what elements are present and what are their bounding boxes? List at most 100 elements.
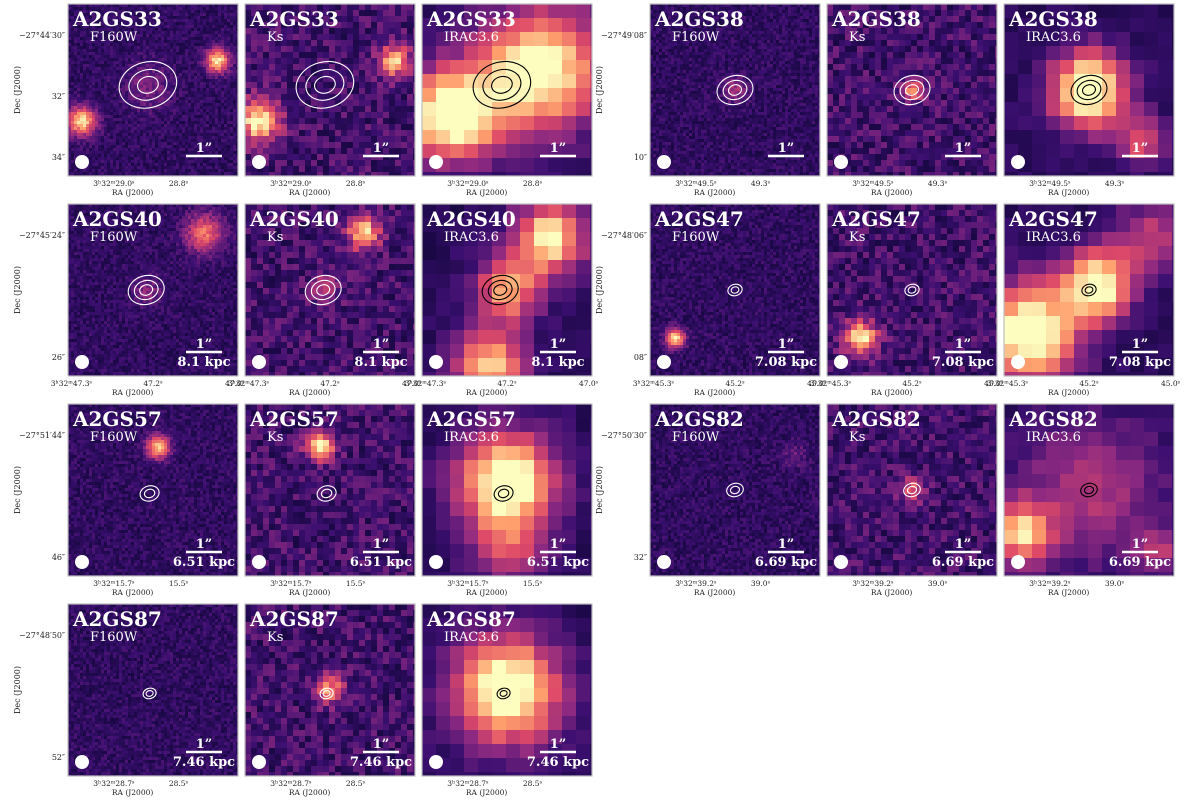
beam-marker xyxy=(75,355,89,369)
ra-tick-label: 47.0ˢ xyxy=(579,379,599,388)
band-label: F160W xyxy=(672,230,720,245)
dec-tick-label: 32″ xyxy=(634,553,647,562)
panel-frame xyxy=(1003,3,1175,177)
cutout-image xyxy=(1004,404,1174,576)
beam-marker xyxy=(657,355,671,369)
contour-line xyxy=(139,284,154,296)
contour-line xyxy=(320,488,333,499)
ra-axis-label: RA (J2000) xyxy=(1048,588,1089,597)
scale-bar-label: 1” xyxy=(373,141,390,156)
panel-frame xyxy=(421,203,593,377)
beam-marker xyxy=(252,355,266,369)
scale-bar-label: 1” xyxy=(373,337,390,352)
ra-tick-label: 45.2ˢ xyxy=(725,379,745,388)
cutout-image xyxy=(245,604,415,776)
scale-bar-label: 1” xyxy=(550,337,567,352)
contour-line xyxy=(487,279,513,301)
beam-marker xyxy=(75,155,89,169)
cutout-image xyxy=(422,204,592,376)
dec-tick-label: 26″ xyxy=(52,353,65,362)
dec-axis-label: Dec (J2000) xyxy=(13,666,22,714)
contour-line xyxy=(722,79,748,101)
scale-bar-label: 1” xyxy=(373,737,390,752)
ra-axis-label: RA (J2000) xyxy=(289,188,330,197)
band-label: IRAC3.6 xyxy=(444,430,499,445)
band-label: F160W xyxy=(90,430,138,445)
contour-line xyxy=(907,286,917,294)
ra-tick-label: 47.2ˢ xyxy=(143,379,163,388)
contour-line xyxy=(497,488,510,499)
ra-tick-label: 3ʰ32ᵐ29.0ˢ xyxy=(447,179,489,188)
panel-frame xyxy=(421,3,593,177)
scale-bar-label: 1” xyxy=(1132,337,1149,352)
ra-tick-label: 49.3ˢ xyxy=(1105,179,1125,188)
dec-axis-label: Dec (J2000) xyxy=(595,266,604,314)
cutout-image xyxy=(68,404,238,576)
contour-line xyxy=(730,286,740,294)
panel-frame xyxy=(244,203,416,377)
contour-line xyxy=(322,690,331,697)
ra-tick-label: 3ʰ32ᵐ49.5ˢ xyxy=(852,179,894,188)
ra-axis-label: RA (J2000) xyxy=(112,588,153,597)
beam-marker xyxy=(1011,555,1025,569)
contour-line xyxy=(899,79,925,101)
ra-axis-label: RA (J2000) xyxy=(694,388,735,397)
contour-line xyxy=(310,279,336,301)
contour-line xyxy=(893,74,931,106)
beam-marker xyxy=(252,155,266,169)
contour-line xyxy=(496,687,511,700)
contour-line xyxy=(1083,485,1095,495)
band-label: IRAC3.6 xyxy=(444,230,499,245)
band-label: IRAC3.6 xyxy=(444,30,499,45)
panel-frame xyxy=(67,203,239,377)
contour-line xyxy=(142,687,157,700)
source-id-label: A2GS47 xyxy=(654,207,744,231)
beam-marker xyxy=(657,155,671,169)
contour-line xyxy=(295,60,355,109)
contour-line xyxy=(493,485,514,502)
source-id-label: A2GS87 xyxy=(426,607,516,631)
source-id-label: A2GS38 xyxy=(831,7,921,31)
scale-kpc-label: 7.08 kpc xyxy=(1109,355,1171,370)
contour-line xyxy=(1076,79,1102,101)
dec-tick-label: 52″ xyxy=(52,753,65,762)
ra-axis-label: RA (J2000) xyxy=(694,188,735,197)
ra-axis-label: RA (J2000) xyxy=(1048,188,1089,197)
contour-line xyxy=(143,488,156,499)
cutout-image xyxy=(422,4,592,176)
scale-kpc-label: 8.1 kpc xyxy=(354,355,407,370)
panel-frame xyxy=(421,603,593,777)
ra-tick-label: 3ʰ32ᵐ39.2ˢ xyxy=(1029,579,1071,588)
contour-line xyxy=(1080,482,1098,498)
cutout-image xyxy=(245,204,415,376)
beam-marker xyxy=(834,155,848,169)
band-label: F160W xyxy=(672,30,720,45)
source-id-label: A2GS40 xyxy=(426,207,516,231)
beam-marker xyxy=(429,755,443,769)
contour-line xyxy=(145,690,154,697)
beam-marker xyxy=(834,355,848,369)
dec-tick-label: −27°49′08″ xyxy=(601,31,647,40)
panel-frame xyxy=(1003,403,1175,577)
dec-axis-label: Dec (J2000) xyxy=(595,466,604,514)
contour-line xyxy=(1081,84,1097,96)
ra-tick-label: 3ʰ32ᵐ29.0ˢ xyxy=(270,179,312,188)
ra-tick-label: 3ʰ32ᵐ47.3ˢ xyxy=(51,379,93,388)
ra-tick-label: 39.0ˢ xyxy=(928,579,948,588)
scale-kpc-label: 7.46 kpc xyxy=(350,755,412,770)
beam-marker xyxy=(429,155,443,169)
ra-tick-label: 3ʰ32ᵐ15.7ˢ xyxy=(93,579,135,588)
panel-frame xyxy=(244,603,416,777)
